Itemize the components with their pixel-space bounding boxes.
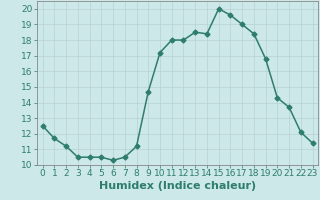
X-axis label: Humidex (Indice chaleur): Humidex (Indice chaleur) xyxy=(99,181,256,191)
